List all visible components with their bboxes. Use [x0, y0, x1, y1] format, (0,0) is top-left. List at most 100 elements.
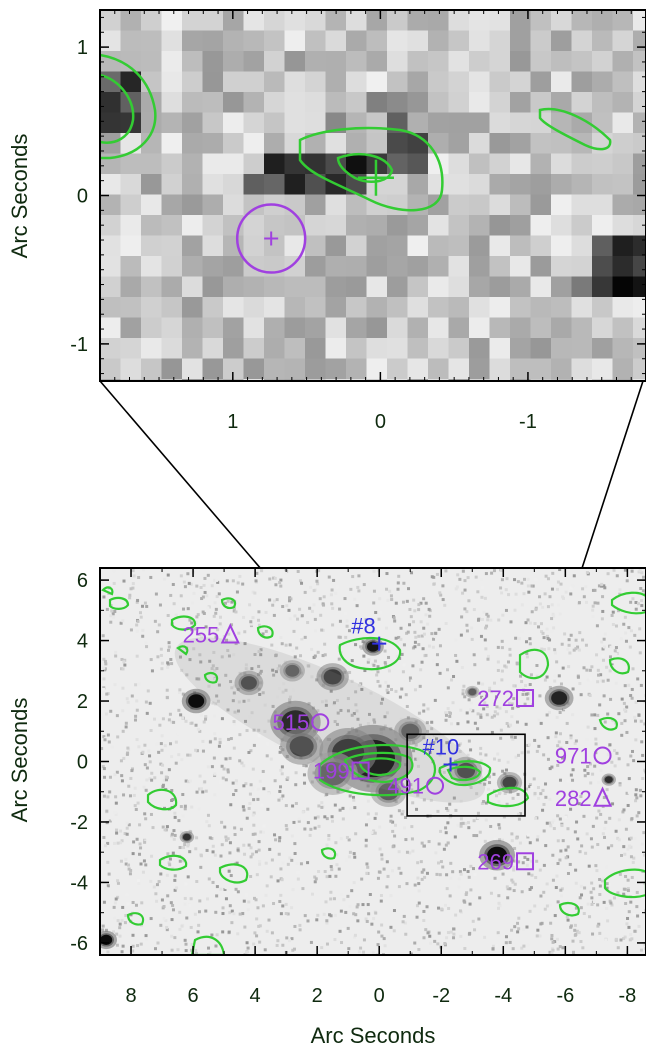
image-noise	[247, 900, 251, 904]
image-noise	[260, 803, 264, 807]
image-noise	[537, 718, 541, 722]
image-noise	[148, 754, 152, 758]
image-noise	[256, 797, 260, 801]
image-noise	[290, 834, 294, 838]
image-noise	[318, 597, 322, 601]
image-noise	[425, 721, 429, 725]
image-pixel	[469, 153, 491, 175]
image-noise	[105, 607, 109, 611]
image-noise	[162, 905, 166, 909]
image-noise	[610, 903, 614, 907]
image-noise	[393, 823, 397, 827]
image-noise	[396, 581, 400, 585]
image-noise	[109, 620, 113, 624]
image-noise	[423, 630, 427, 634]
image-pixel	[100, 215, 122, 237]
image-noise	[535, 859, 539, 863]
image-pixel	[612, 30, 634, 52]
image-noise	[362, 583, 366, 587]
image-pixel	[510, 379, 532, 381]
image-noise	[313, 816, 317, 820]
image-noise	[298, 579, 302, 583]
image-noise	[460, 615, 464, 619]
image-noise	[467, 698, 471, 702]
image-noise	[224, 835, 228, 839]
image-noise	[315, 678, 319, 682]
image-noise	[617, 757, 621, 761]
image-noise	[110, 745, 114, 749]
image-noise	[411, 646, 415, 650]
image-pixel	[489, 51, 511, 73]
image-noise	[614, 681, 618, 685]
image-noise	[159, 653, 163, 657]
image-noise	[192, 627, 196, 631]
image-noise	[639, 719, 643, 723]
image-noise	[347, 838, 351, 842]
source-label: 269	[477, 849, 514, 874]
image-noise	[391, 845, 395, 849]
image-noise	[320, 801, 324, 805]
image-pixel	[469, 194, 491, 216]
image-noise	[156, 941, 160, 945]
image-pixel	[407, 317, 429, 339]
image-noise	[370, 620, 374, 624]
image-noise	[468, 931, 472, 935]
image-noise	[427, 607, 431, 611]
image-noise	[505, 885, 509, 889]
image-noise	[532, 777, 536, 781]
image-noise	[250, 667, 254, 671]
image-noise	[569, 807, 573, 811]
y-tick-label: 4	[77, 631, 88, 653]
image-noise	[257, 610, 261, 614]
image-noise	[200, 597, 204, 601]
image-noise	[120, 657, 124, 661]
image-noise	[113, 683, 117, 687]
image-pixel	[571, 235, 593, 257]
image-noise	[115, 943, 119, 947]
image-pixel	[100, 235, 122, 257]
image-pixel	[305, 10, 327, 32]
image-noise	[182, 846, 186, 850]
image-noise	[210, 765, 214, 769]
image-noise	[530, 785, 534, 789]
image-pixel	[489, 174, 511, 196]
image-noise	[534, 578, 538, 582]
image-noise	[378, 684, 382, 688]
image-noise	[530, 610, 534, 614]
image-noise	[131, 944, 135, 948]
image-pixel	[428, 317, 450, 339]
image-noise	[258, 940, 262, 944]
image-noise	[170, 755, 174, 759]
image-noise	[100, 747, 104, 751]
image-noise	[628, 938, 632, 942]
image-noise	[552, 827, 556, 831]
image-noise	[285, 936, 289, 940]
image-pixel	[510, 153, 532, 175]
image-noise	[497, 823, 501, 827]
galaxy-blob	[502, 776, 517, 789]
image-pixel	[243, 133, 265, 155]
image-noise	[346, 926, 350, 930]
image-noise	[279, 584, 283, 588]
image-noise	[397, 574, 401, 578]
image-noise	[189, 582, 193, 586]
image-noise	[643, 942, 646, 946]
image-pixel	[510, 358, 532, 380]
image-pixel	[243, 297, 265, 319]
image-pixel	[100, 194, 122, 216]
image-noise	[227, 654, 231, 658]
image-pixel	[633, 30, 646, 52]
image-pixel	[448, 256, 470, 278]
image-noise	[637, 713, 641, 717]
image-pixel	[428, 10, 450, 32]
image-noise	[555, 715, 559, 719]
image-noise	[119, 621, 123, 625]
image-noise	[201, 595, 205, 599]
image-pixel	[305, 297, 327, 319]
image-noise	[633, 577, 637, 581]
image-pixel	[202, 112, 224, 134]
image-pixel	[305, 71, 327, 93]
image-noise	[584, 600, 588, 604]
image-noise	[132, 793, 136, 797]
image-noise	[485, 713, 489, 717]
